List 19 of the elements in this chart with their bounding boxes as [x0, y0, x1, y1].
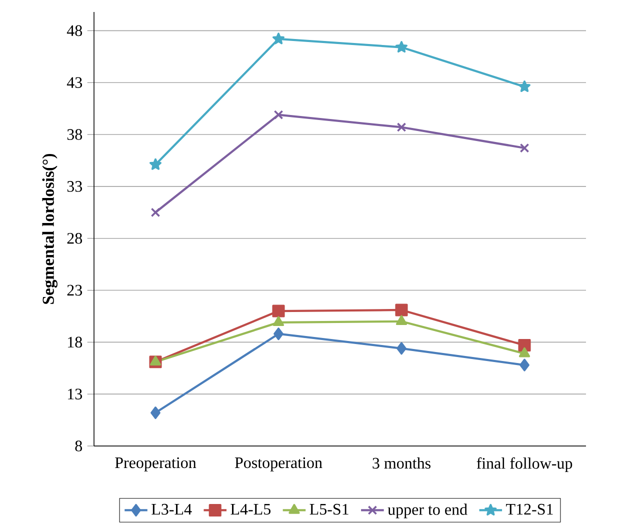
y-tick-label: 18: [68, 336, 82, 348]
y-tick-label: 48: [66, 25, 82, 36]
x-tick-label: final follow-up: [476, 457, 572, 472]
legend-label: T12-S1: [506, 504, 553, 515]
y-tick-label: 43: [66, 77, 82, 88]
legend-label: L5-S1: [310, 504, 348, 515]
y-tick-label: 33: [67, 181, 82, 192]
y-tick-label: 8: [75, 440, 82, 452]
legend-label: upper to end: [388, 504, 468, 518]
y-axis-title: Segmental lordosis(°): [42, 154, 58, 304]
y-tick-label: 38: [67, 129, 82, 140]
y-tick-label: 28: [67, 232, 82, 244]
legend-label: L4-L5: [230, 504, 270, 515]
legend-label: L3-L4: [152, 504, 192, 515]
x-tick-label: Postoperation: [234, 457, 322, 472]
y-tick-label: 13: [68, 388, 82, 400]
x-tick-label: 3 months: [372, 457, 430, 469]
y-tick-label: 23: [67, 284, 82, 296]
x-tick-label: Preoperation: [115, 457, 196, 472]
